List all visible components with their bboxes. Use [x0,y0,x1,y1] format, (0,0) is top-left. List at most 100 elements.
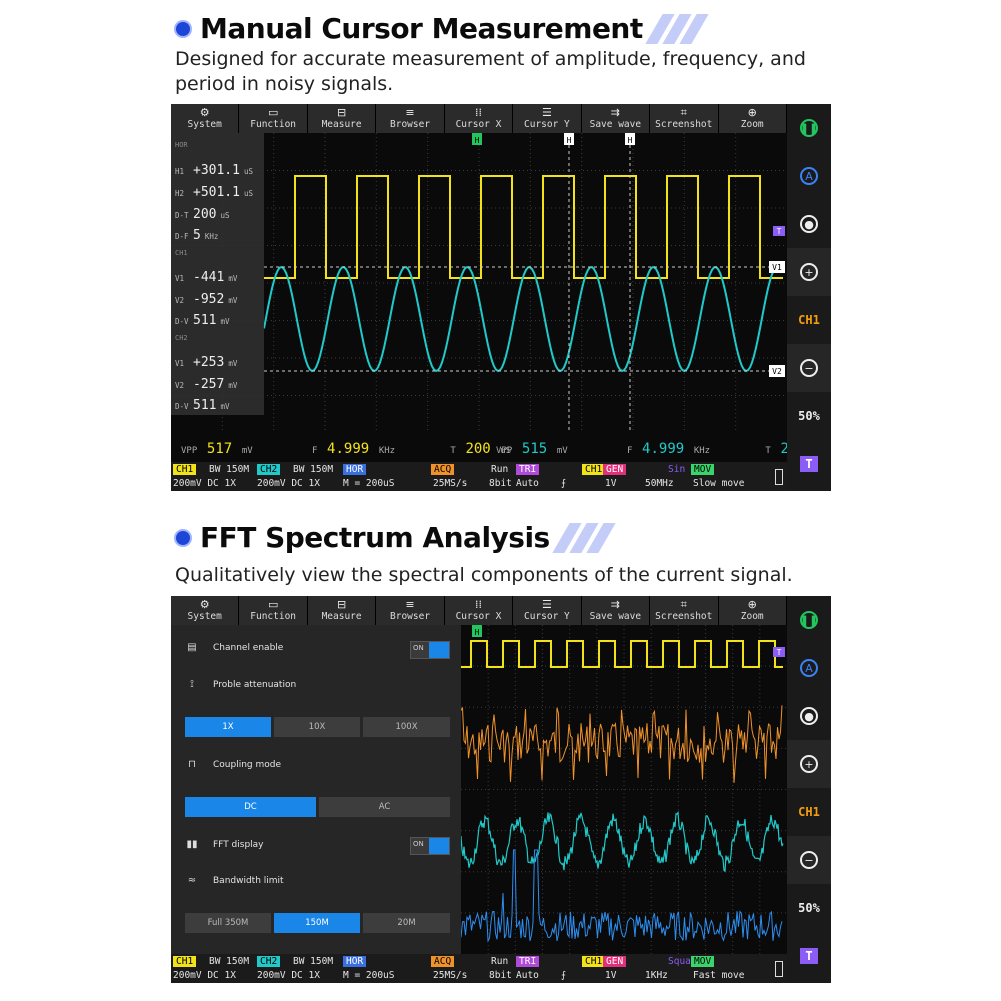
toolbar-button-screenshot[interactable]: ⌗ Screenshot [650,104,719,133]
channel-select-button[interactable]: CH1 [787,788,831,836]
status-tch: CH1 [582,464,606,475]
readout-value: -441 [193,270,225,285]
bandwidth-option-20m[interactable]: 20M [363,913,450,933]
percent-label: 50% [798,901,820,915]
readout-unit: mV [220,317,230,326]
toolbar-button-cursor-y[interactable]: ☰ Cursor Y [513,104,582,133]
meas-key: T [765,446,771,456]
single-button[interactable]: ● [787,200,831,248]
toolbar-button-function[interactable]: ▭ Function [239,596,308,625]
toolbar-button-zoom[interactable]: ⊕ Zoom [719,104,787,133]
scale-up-button[interactable]: + [787,740,831,788]
channel-enable-toggle[interactable]: ON [410,641,450,659]
database-icon: ≡ [405,597,415,611]
meas-value: 515 [521,441,548,457]
toolbar-button-measure[interactable]: ⊟ Measure [308,596,377,625]
toolbar-button-cursor-y[interactable]: ☰ Cursor Y [513,596,582,625]
battery-icon [775,469,783,485]
toolbar-button-function[interactable]: ▭ Function [239,104,308,133]
scale-down-button[interactable]: − [787,344,831,392]
meas-unit: KHz [378,446,396,456]
auto-button[interactable]: A [787,152,831,200]
probe-option-1x[interactable]: 1X [185,717,271,737]
fft-spectrum [460,849,783,943]
toolbar-button-cursor-x[interactable]: ⁞⁞ Cursor X [445,104,514,133]
math-wave [460,705,783,783]
trigger-icon: T [800,456,818,472]
toolbar-button-measure[interactable]: ⊟ Measure [308,104,377,133]
readout-unit: mV [228,359,238,368]
toolbar-label: Measure [321,610,362,622]
status-run: Run [491,464,509,475]
single-button[interactable]: ● [787,692,831,740]
readout-c2dv: D-V 511 mV [175,394,230,413]
bullet-icon [176,21,190,36]
toolbar-button-save-wave[interactable]: ⇉ Save wave [582,596,651,625]
scale-down-button[interactable]: − [787,836,831,884]
bandwidth-option-full[interactable]: Full 350M [185,913,271,933]
readout-h2: H2 +501.1 uS [175,181,253,200]
channel-icon: ▤ [187,642,197,653]
auto-button[interactable]: A [787,644,831,692]
cursor-v-marker-label: V1 [772,263,782,272]
readout-v2: V2 -952 mV [175,288,237,307]
readout-key: V1 [175,359,185,368]
target-icon: ● [800,707,818,725]
readout-value: -257 [193,377,225,392]
readout-key: D-T [175,211,189,220]
coupling-option-dc[interactable]: DC [185,797,316,817]
fifty-percent-button[interactable]: 50% [787,392,831,440]
run-pause-button[interactable]: ❚❚ [787,596,831,644]
trigger-level-label: T [777,227,782,236]
meas-key: VPP [496,446,513,456]
status-row2-8: 1V [605,970,617,981]
trigger-button[interactable]: T [787,932,831,980]
toolbar-label: Cursor Y [524,118,570,130]
waveform-area[interactable]: H H H V1 V2 T HOR H1 +301.1 uS H2 +501.1 uS D-T 20… [171,133,826,462]
scale-up-button[interactable]: + [787,248,831,296]
toolbar-button-system[interactable]: ⚙ System [171,104,240,133]
toolbar-button-system[interactable]: ⚙ System [171,596,240,625]
readout-key: V2 [175,296,185,305]
trigger-button[interactable]: T [787,440,831,488]
probe-option-100x[interactable]: 100X [363,717,450,737]
readout-value: 511 [193,313,217,328]
toolbar: ⚙ System ▭ Function ⊟ Measure ≡ Browser ⁞⁞ Cursor… [171,596,787,625]
plus-icon: + [800,755,818,773]
toolbar-button-save-wave[interactable]: ⇉ Save wave [582,104,651,133]
bandwidth-option-150m[interactable]: 150M [274,913,360,933]
setting-label: Channel enable [213,642,284,653]
status-bar: CH1 BW 150M CH2 BW 150M HOR ACQ Run TRI CH1 GEN Si… [171,462,787,491]
section-subtitle: Qualitatively view the spectral componen… [175,563,835,588]
toolbar-button-browser[interactable]: ≡ Browser [376,104,445,133]
status-row2-9: 1KHz [645,970,668,981]
coupling-option-ac[interactable]: AC [319,797,450,817]
run-pause-button[interactable]: ❚❚ [787,104,831,152]
readout-dt: D-T 200 uS [175,203,230,222]
ruler-icon: ⊟ [336,105,347,119]
probe-option-10x[interactable]: 10X [274,717,360,737]
fft-display-toggle[interactable]: ON [410,837,450,855]
toolbar-button-zoom[interactable]: ⊕ Zoom [719,596,787,625]
status-row2-1: 200mV DC 1X [173,970,236,981]
meas-unit: KHz [693,446,711,456]
toolbar-button-screenshot[interactable]: ⌗ Screenshot [650,596,719,625]
meas-key: F [626,446,633,456]
status-row2-5: 8bit [489,970,512,981]
channel-select-button[interactable]: CH1 [787,296,831,344]
readout-unit: uS [243,167,253,176]
zoom-icon: ⊕ [747,105,757,119]
status-row2-9: 50MHz [645,478,674,489]
waveform-plot: HT [460,625,787,954]
toolbar-button-cursor-x[interactable]: ⁞⁞ Cursor X [445,596,514,625]
readout-key: H1 [175,167,185,176]
fifty-percent-button[interactable]: 50% [787,884,831,932]
status-ch1: CH1 [173,464,197,475]
toolbar-button-browser[interactable]: ≡ Browser [376,596,445,625]
cursor-marker [472,625,482,637]
cursor-x-icon: ⁞⁞ [474,105,482,119]
cursor-readout-panel: HOR H1 +301.1 uS H2 +501.1 uS D-T 200 uS D-F 5 K… [171,133,264,415]
toggle-knob [429,642,449,658]
status-acq: ACQ [431,464,455,475]
